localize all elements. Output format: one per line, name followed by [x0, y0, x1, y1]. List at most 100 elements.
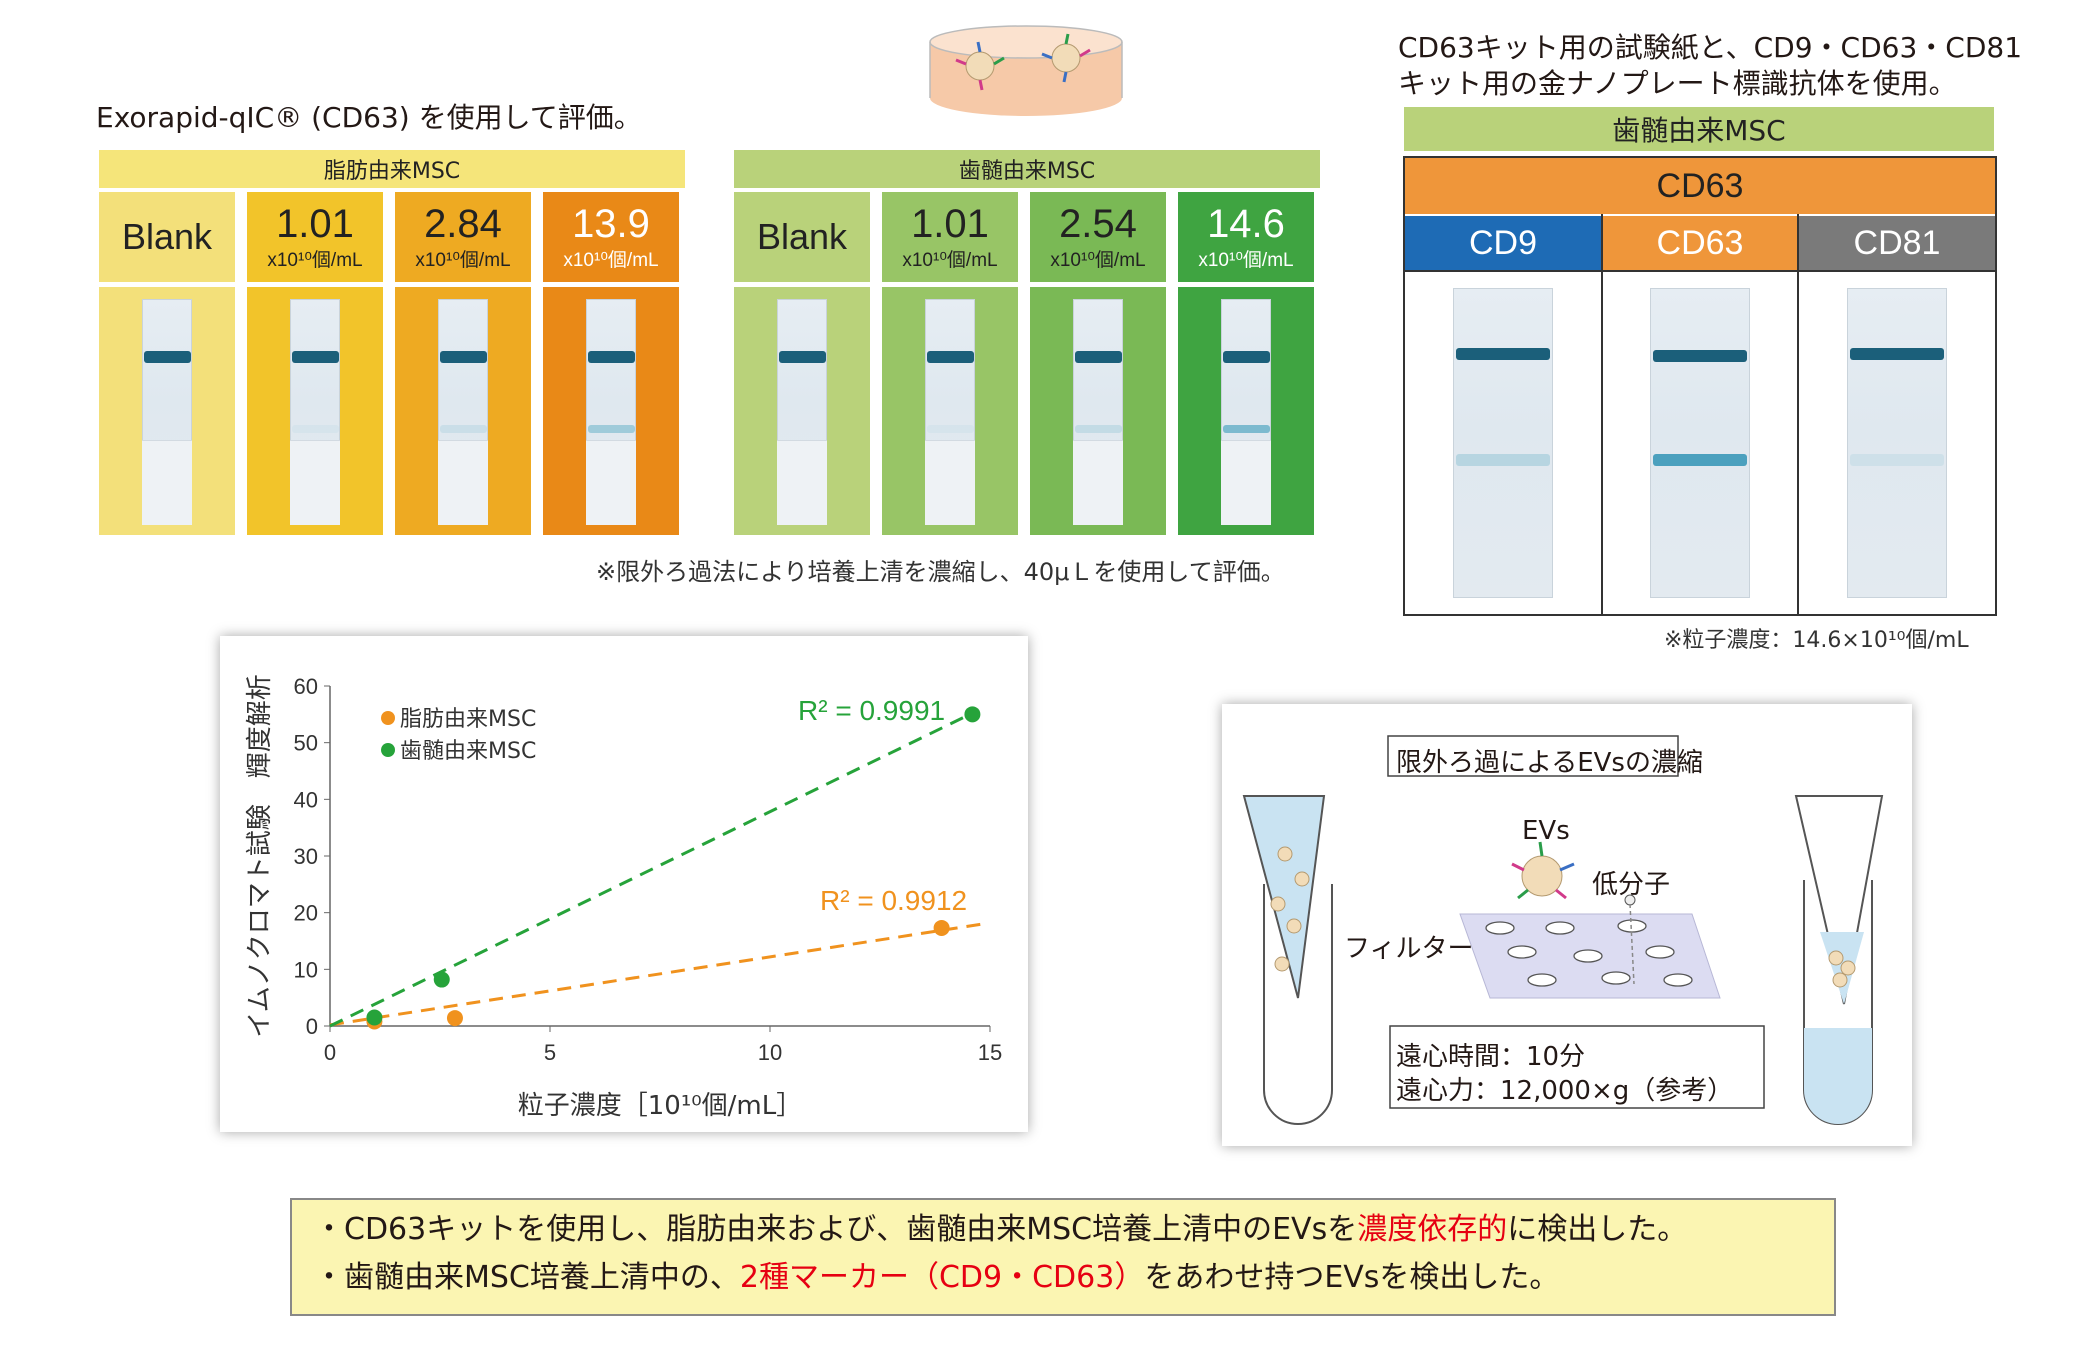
data-point — [933, 919, 950, 936]
data-point — [446, 1010, 463, 1027]
summary-box: ・CD63キットを使用し、脂肪由来および、歯髄由来MSC培養上清中のEVsを濃度… — [290, 1198, 1836, 1316]
x-tick-label: 5 — [544, 1040, 556, 1065]
control-line — [291, 351, 339, 363]
test-strip — [777, 299, 827, 525]
control-line — [778, 351, 826, 363]
centrifuge-time: 遠心時間：10分 — [1396, 1042, 1586, 1072]
ultrafiltration-diagram — [1242, 735, 1884, 1125]
test-strip — [142, 299, 192, 525]
adipose-strip-cell — [247, 287, 383, 535]
cd81-col-header: CD81 — [1799, 216, 1995, 270]
ultrafiltration-note: ※限外ろ過法により培養上清を濃縮し、40μＬを使用して評価。 — [596, 558, 1285, 586]
concentration-value: 1.01 — [276, 201, 354, 246]
control-line — [439, 351, 487, 363]
cd63-top-cell: CD63 — [1405, 158, 1995, 214]
right-table-header: 歯髄由来MSC — [1404, 107, 1994, 151]
summary-line-1-tail: に検出した。 — [1507, 1212, 1688, 1247]
cd9-test-strip — [1453, 288, 1553, 598]
adipose-concentration-cell: Blank — [99, 192, 235, 282]
adipose-strip-cell — [543, 287, 679, 535]
legend-marker — [381, 743, 395, 757]
summary-line-1-text: ・CD63キットを使用し、脂肪由来および、歯髄由来MSC培養上清中のEVsを — [314, 1212, 1358, 1247]
concentration-value: 2.54 — [1059, 201, 1137, 246]
y-axis-label: イムノクロマト試験 輝度解析 — [245, 674, 275, 1037]
concentration-unit: x10¹⁰個/mL — [415, 249, 511, 271]
concentration-unit: x10¹⁰個/mL — [1198, 249, 1294, 271]
adipose-header: 脂肪由来MSC — [99, 150, 685, 188]
test-line — [587, 425, 635, 433]
control-line — [143, 351, 191, 363]
col-divider — [1797, 214, 1799, 614]
x-tick-label: 15 — [978, 1040, 1002, 1065]
test-strip — [290, 299, 340, 525]
concentration-value: 14.6 — [1207, 201, 1285, 246]
test-line — [1850, 454, 1944, 466]
concentration-value: Blank — [121, 216, 213, 257]
marker-table: CD63 CD9 CD63 CD81 — [1403, 156, 1997, 616]
y-tick-label: 40 — [294, 787, 318, 812]
test-line — [1653, 454, 1747, 466]
dental-concentration-cell: 14.6 x10¹⁰個/mL — [1178, 192, 1314, 282]
x-tick-label: 10 — [758, 1040, 782, 1065]
test-line — [1222, 425, 1270, 433]
tube-after-icon — [1794, 795, 1884, 1125]
control-line — [1456, 348, 1550, 360]
concentration-value: 1.01 — [911, 201, 989, 246]
exorapid-caption: Exorapid-qIC® (CD63) を使用して評価。 — [96, 101, 642, 134]
control-line — [1222, 351, 1270, 363]
concentration-unit: x10¹⁰個/mL — [267, 249, 363, 271]
concentration-value: 13.9 — [572, 201, 650, 246]
concentration-value: 2.84 — [424, 201, 502, 246]
luminance-chart: 0 10 20 30 40 50 60 0 5 10 15 粒子濃度［10¹⁰個/mL］ イムノクロマト… — [245, 674, 1002, 1121]
summary-line-1-highlight: 濃度依存的 — [1357, 1212, 1508, 1247]
data-point — [433, 971, 450, 988]
dental-strip-cell — [734, 287, 870, 535]
x-axis-label: 粒子濃度［10¹⁰個/mL］ — [518, 1091, 803, 1121]
summary-line-2: ・歯髄由来MSC培養上清中の、2種マーカー（CD9・CD63）をあわせ持つEVs… — [292, 1254, 1834, 1302]
y-tick-label: 10 — [294, 957, 318, 982]
summary-line-1: ・CD63キットを使用し、脂肪由来および、歯髄由来MSC培養上清中のEVsを濃度… — [292, 1206, 1834, 1254]
adipose-strip-cell — [99, 287, 235, 535]
data-point — [366, 1009, 383, 1026]
test-line — [291, 425, 339, 433]
cd81-test-strip — [1847, 288, 1947, 598]
ev-vesicle-icon — [955, 41, 1005, 91]
y-tick-label: 50 — [294, 731, 318, 756]
adipose-concentration-cell: 1.01 x10¹⁰個/mL — [247, 192, 383, 282]
col-divider — [1601, 214, 1603, 614]
control-line — [1850, 348, 1944, 360]
adipose-concentration-cell: 13.9 x10¹⁰個/mL — [543, 192, 679, 282]
dental-concentration-cell: 2.54 x10¹⁰個/mL — [1030, 192, 1166, 282]
r-squared-label: R² = 0.9991 — [798, 695, 945, 726]
x-tick-label: 0 — [324, 1040, 336, 1065]
concentration-value: Blank — [756, 216, 848, 257]
cd63-col-header: CD63 — [1603, 216, 1797, 270]
row-divider — [1405, 270, 1995, 272]
legend-label: 脂肪由来MSC — [400, 707, 536, 732]
dental-strip-cell — [882, 287, 1018, 535]
test-line — [439, 425, 487, 433]
trendline — [329, 922, 982, 1027]
control-line — [587, 351, 635, 363]
control-line — [926, 351, 974, 363]
concentration-unit: x10¹⁰個/mL — [902, 249, 998, 271]
filter-panel: 限外ろ過によるEVsの濃縮 EVs 低分子 フィルター 遠心時間：10分 遠心力… — [1222, 704, 1912, 1146]
concentration-unit: x10¹⁰個/mL — [563, 249, 659, 271]
right-caption-line1: CD63キット用の試験紙と、CD9・CD63・CD81 — [1398, 31, 2023, 64]
control-line — [1074, 351, 1122, 363]
y-tick-label: 20 — [294, 901, 318, 926]
test-strip — [925, 299, 975, 525]
evs-label: EVs — [1522, 816, 1570, 846]
right-caption-line2: キット用の金ナノプレート標識抗体を使用。 — [1398, 67, 1957, 100]
cd63-test-strip — [1650, 288, 1750, 598]
y-tick-label: 60 — [294, 674, 318, 699]
summary-line-2-highlight: 2種マーカー（CD9・CD63） — [739, 1260, 1145, 1295]
filter-label: フィルター — [1344, 934, 1474, 964]
ev-vesicle-icon — [1511, 841, 1575, 900]
dental-strip-cell — [1030, 287, 1166, 535]
y-tick-label: 0 — [306, 1014, 318, 1039]
data-point — [964, 706, 981, 723]
filter-panel-title: 限外ろ過によるEVsの濃縮 — [1396, 748, 1703, 778]
r-squared-label: R² = 0.9912 — [820, 885, 967, 916]
concentration-unit: x10¹⁰個/mL — [1050, 249, 1146, 271]
